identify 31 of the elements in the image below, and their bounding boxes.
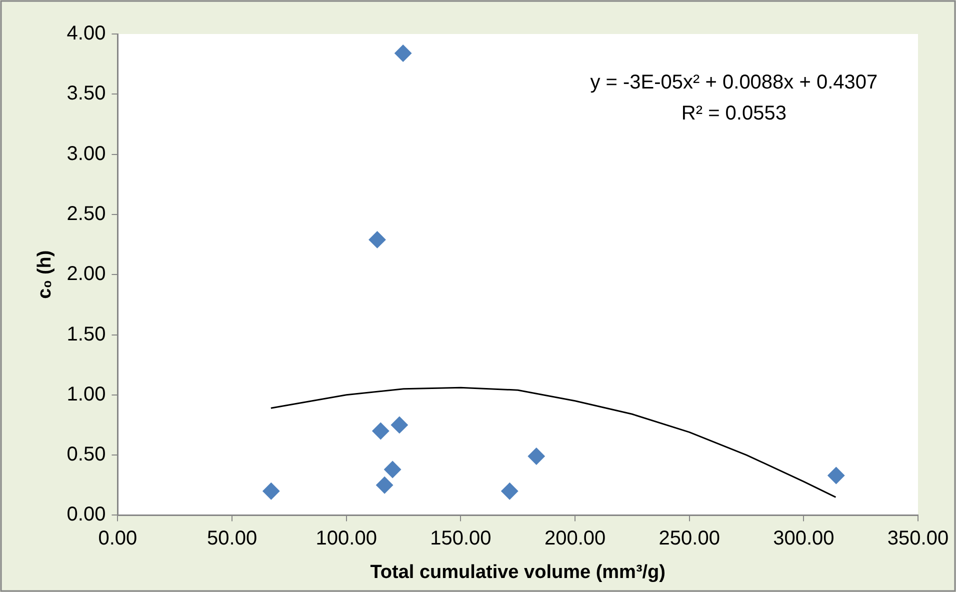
x-tick-label: 350.00 [887, 528, 949, 550]
point [384, 460, 402, 478]
point [394, 44, 412, 62]
y-tick-label: 2.00 [66, 263, 106, 286]
point [828, 467, 845, 484]
y-tick-label: 4.00 [66, 22, 106, 45]
x-tick-label: 50.00 [207, 528, 258, 550]
point [368, 231, 386, 248]
y-tick-label: 3.50 [66, 82, 106, 105]
y-tick-label: 3.00 [66, 142, 106, 165]
point [372, 422, 390, 440]
y-tick-label: 2.50 [66, 202, 106, 225]
point [390, 416, 408, 434]
x-tick-label: 100.00 [316, 528, 377, 550]
y-tick-label: 1.50 [66, 323, 106, 346]
y-tick-label: 0.50 [66, 444, 106, 466]
x-axis-title: Total cumulative volume (mm³/g) [370, 562, 666, 583]
annotation: R² = 0.0553 [681, 102, 786, 125]
point [376, 476, 394, 494]
x-tick-label: 150.00 [430, 528, 492, 550]
x-tick-label: 300.00 [773, 528, 834, 550]
x-tick-label: 0.00 [98, 528, 138, 550]
x-tick-label: 200.00 [544, 528, 606, 550]
point [501, 482, 518, 500]
point [528, 448, 545, 465]
y-axis-title: c₀ (h) [34, 250, 56, 299]
point [262, 482, 280, 500]
x-tick-label: 250.00 [658, 528, 720, 550]
y-tick-label: 0.00 [66, 504, 106, 526]
annotation: y = -3E-05x² + 0.0088x + 0.4307 [590, 72, 878, 94]
y-tick-label: 1.00 [66, 383, 106, 406]
